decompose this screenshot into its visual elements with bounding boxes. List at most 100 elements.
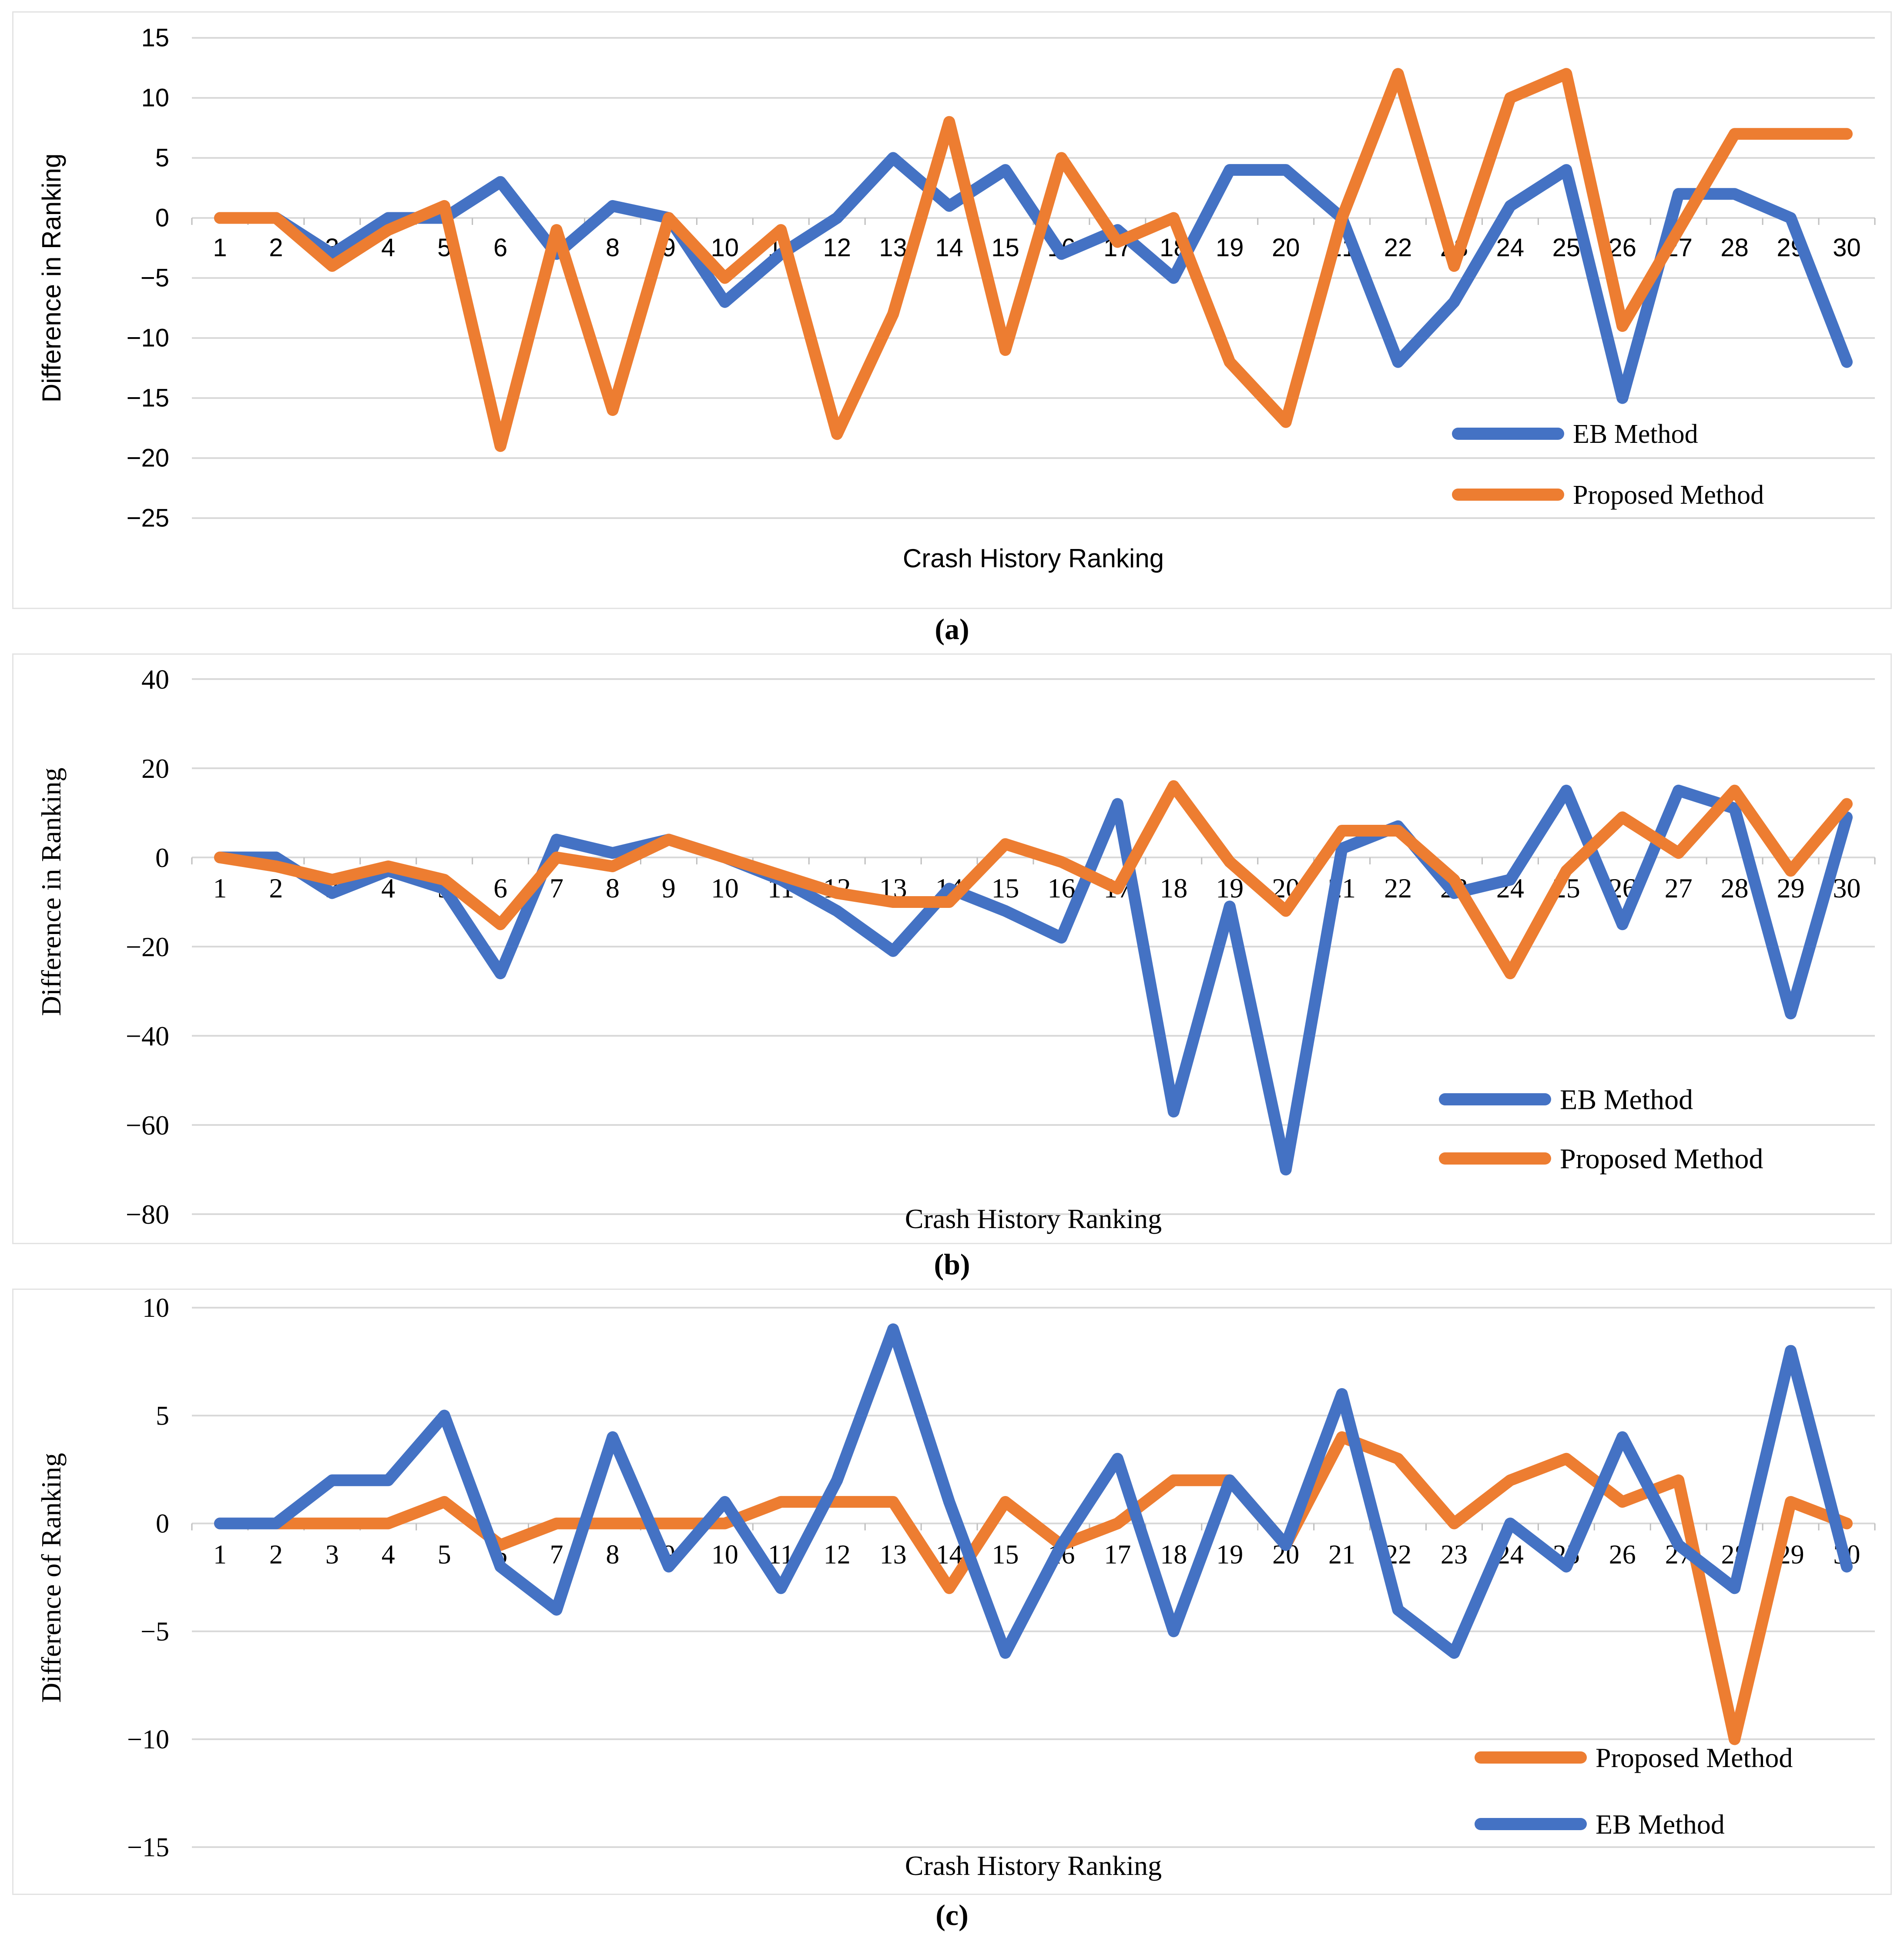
x-tick-label: 12 (823, 234, 851, 262)
y-tick-label: −25 (127, 504, 169, 532)
x-tick-label: 29 (1777, 873, 1805, 904)
y-tick-label: −60 (126, 1110, 169, 1141)
x-tick-label: 4 (382, 1540, 395, 1570)
y-tick-label: 5 (156, 1401, 169, 1431)
x-tick-label: 1 (213, 1540, 227, 1570)
x-tick-label: 10 (711, 234, 739, 262)
x-tick-label: 10 (711, 873, 739, 904)
y-tick-label: 0 (155, 842, 169, 873)
x-tick-label: 14 (935, 234, 963, 262)
x-tick-label: 1 (213, 873, 227, 904)
series-line-eb-method (214, 784, 1853, 1175)
chart-c-label: (c) (0, 1895, 1904, 1935)
x-tick-label: 30 (1833, 234, 1861, 262)
series-line-eb-method (214, 152, 1853, 404)
x-tick-label: 23 (1441, 1540, 1468, 1570)
x-tick-label: 8 (606, 1540, 620, 1570)
y-tick-label: −10 (127, 324, 169, 352)
x-tick-label: 18 (1160, 873, 1187, 904)
x-tick-label: 13 (880, 1540, 907, 1570)
series-line-eb-method (214, 1323, 1853, 1659)
x-tick-label: 2 (269, 234, 283, 262)
legend-label-proposed-method: Proposed Method (1560, 1143, 1763, 1175)
legend-label-proposed-method: Proposed Method (1596, 1742, 1793, 1773)
chart-a-label: (a) (0, 609, 1904, 649)
y-tick-label: −5 (141, 264, 169, 292)
legend-label-eb-method: EB Method (1573, 419, 1698, 449)
x-tick-label: 16 (1047, 873, 1075, 904)
x-tick-label: 28 (1721, 873, 1749, 904)
y-tick-label: 15 (141, 24, 169, 52)
y-tick-label: −80 (126, 1199, 169, 1230)
x-tick-label: 20 (1272, 234, 1300, 262)
series-line-proposed-method (214, 68, 1853, 452)
y-axis-title: Difference in Ranking (37, 154, 66, 403)
chart-a-panel: 15 10 5 0 −5 −10 −15 −20 −25 1 2 3 4 5 6 7 8 9 10 11 12 13 14 1… (12, 11, 1892, 609)
x-tick-label: 26 (1609, 1540, 1636, 1570)
x-tick-label: 9 (662, 873, 676, 904)
y-tick-label: 40 (141, 664, 169, 695)
y-tick-label: 10 (142, 1293, 169, 1323)
x-tick-label: 19 (1216, 234, 1244, 262)
y-tick-label: 5 (155, 144, 169, 172)
x-axis-title: Crash History Ranking (903, 544, 1164, 573)
y-tick-label: 0 (156, 1509, 169, 1539)
x-tick-label: 28 (1720, 234, 1749, 262)
chart-c-panel: 10 5 0 −5 −10 −15 1 2 3 4 5 6 7 8 9 10 11 12 13 14 15 16 17 18 1… (12, 1289, 1892, 1895)
x-tick-label: 27 (1665, 873, 1693, 904)
legend-label-eb-method: EB Method (1596, 1809, 1725, 1840)
y-tick-label: −15 (127, 384, 169, 412)
x-tick-label: 18 (1160, 1540, 1187, 1570)
y-tick-label: −20 (126, 931, 169, 962)
y-tick-label: −5 (141, 1617, 169, 1647)
x-tick-label: 3 (325, 1540, 339, 1570)
chart-c-label-text: (c) (935, 1898, 969, 1932)
chart-a-label-text: (a) (935, 613, 969, 646)
x-tick-label: 7 (550, 873, 563, 904)
y-tick-label: −20 (127, 444, 169, 472)
y-tick-label: −10 (127, 1725, 169, 1754)
x-tick-label: 2 (269, 1540, 283, 1570)
x-tick-label: 7 (550, 1540, 563, 1570)
x-tick-label: 13 (879, 234, 907, 262)
chart-b-panel: 40 20 0 −20 −40 −60 −80 1 2 3 4 5 6 7 8 9 10 11 12 13 14 15 16… (12, 653, 1892, 1244)
x-tick-label: 8 (606, 873, 620, 904)
legend-label-eb-method: EB Method (1560, 1084, 1693, 1115)
y-tick-label: −40 (126, 1021, 169, 1051)
x-tick-label: 21 (1328, 1540, 1355, 1570)
x-tick-label: 5 (438, 1540, 451, 1570)
x-tick-label: 30 (1833, 873, 1861, 904)
x-tick-label: 24 (1496, 234, 1525, 262)
y-axis-title: Difference of Ranking (36, 1453, 67, 1703)
x-tick-label: 15 (992, 1540, 1019, 1570)
y-axis-title: Difference in Ranking (36, 767, 67, 1016)
x-tick-label: 1 (213, 234, 227, 262)
x-tick-label: 15 (992, 873, 1019, 904)
x-tick-label: 19 (1216, 1540, 1243, 1570)
figure: 15 10 5 0 −5 −10 −15 −20 −25 1 2 3 4 5 6 7 8 9 10 11 12 13 14 1… (0, 11, 1904, 1935)
series-line-proposed-method (214, 780, 1853, 979)
x-tick-label: 22 (1384, 873, 1412, 904)
y-tick-label: 10 (141, 84, 169, 112)
chart-b-label-text: (b) (934, 1248, 970, 1281)
x-tick-label: 2 (269, 873, 283, 904)
x-tick-label: 22 (1384, 234, 1412, 262)
x-axis-title: Crash History Ranking (905, 1203, 1162, 1234)
x-tick-label: 25 (1552, 234, 1581, 262)
x-tick-label: 8 (606, 234, 620, 262)
chart-b-label: (b) (0, 1244, 1904, 1284)
y-tick-label: 20 (141, 753, 169, 784)
x-tick-label: 17 (1104, 1540, 1131, 1570)
x-axis-title: Crash History Ranking (905, 1850, 1162, 1881)
x-tick-label: 6 (493, 234, 507, 262)
x-tick-label: 15 (991, 234, 1019, 262)
x-tick-label: 12 (824, 1540, 851, 1570)
x-tick-label: 6 (493, 873, 507, 904)
x-tick-label: 10 (711, 1540, 738, 1570)
legend-label-proposed-method: Proposed Method (1573, 480, 1764, 510)
y-tick-label: 0 (155, 204, 169, 232)
y-tick-label: −15 (127, 1833, 169, 1862)
